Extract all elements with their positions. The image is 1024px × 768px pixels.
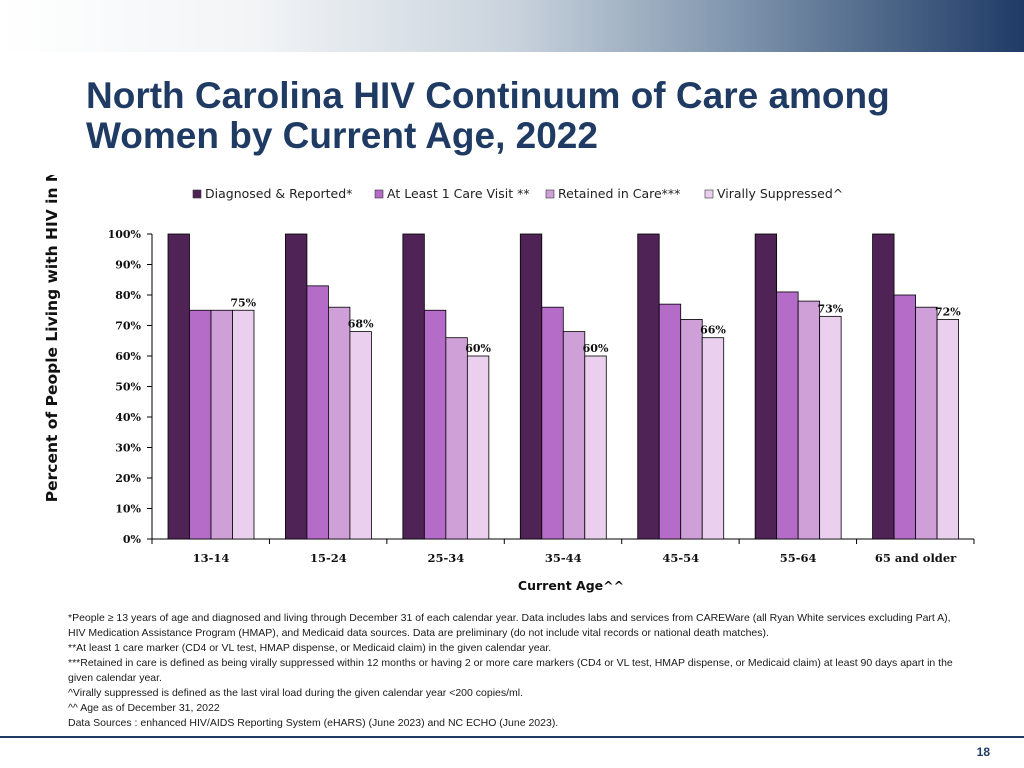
footnote-line: given calendar year. (68, 672, 162, 684)
x-tick-label: 13-14 (193, 551, 230, 565)
bar (936, 318, 959, 540)
slide-title: North Carolina HIV Continuum of Care amo… (86, 76, 986, 156)
data-label: 60% (465, 342, 491, 355)
footnote-line: HIV Medication Assistance Program (HMAP)… (68, 627, 769, 639)
y-tick-label: 60% (115, 350, 141, 363)
data-label: 72% (935, 305, 961, 318)
y-axis-title: Percent of People Living with HIV in NC (43, 175, 61, 502)
bar (776, 291, 799, 540)
bar-chart: Diagnosed & Reported* At Least 1 Care Vis… (43, 175, 975, 593)
y-tick-label: 90% (115, 259, 141, 272)
bar (797, 300, 821, 540)
x-tick-label: 45-54 (662, 551, 699, 565)
legend-label: At Least 1 Care Visit ** (387, 186, 530, 201)
bar (915, 306, 938, 540)
bar (754, 233, 778, 540)
data-label: 60% (583, 342, 609, 355)
bar (232, 309, 255, 540)
header-gradient-band (0, 0, 1024, 52)
y-tick-label: 50% (115, 381, 141, 394)
y-tick-label: 20% (115, 472, 141, 485)
bar (402, 233, 425, 540)
legend-label: Virally Suppressed^ (717, 186, 843, 201)
y-tick-label: 30% (115, 442, 141, 455)
bar (541, 306, 564, 540)
bar (872, 233, 895, 540)
legend-swatch (545, 189, 555, 199)
footnote-line: ^^ Age as of December 31, 2022 (68, 702, 220, 714)
x-tick-label: 65 and older (875, 551, 957, 565)
bar (519, 233, 543, 540)
bar (701, 337, 725, 540)
footnotes: *People ≥ 13 years of age and diagnosed … (68, 611, 968, 731)
bar (819, 315, 842, 540)
bar (562, 331, 586, 540)
bar (189, 309, 212, 540)
page-number: 18 (976, 745, 990, 759)
x-tick-label: 15-24 (310, 551, 347, 565)
y-tick-label: 80% (115, 289, 141, 302)
legend-swatch (374, 189, 384, 199)
footnote-line: **At least 1 care marker (CD4 or VL test… (68, 642, 552, 654)
bar (349, 331, 372, 540)
title-line-1: North Carolina HIV Continuum of Care amo… (86, 75, 890, 116)
y-tick-label: 70% (115, 320, 141, 333)
x-tick-label: 55-64 (780, 551, 817, 565)
footnote-line: ^Virally suppressed is defined as the la… (68, 687, 524, 699)
data-label: 75% (230, 296, 256, 309)
x-tick-label: 35-44 (545, 551, 582, 565)
bar (445, 337, 468, 540)
bar (167, 233, 190, 540)
bar (210, 309, 233, 540)
bar (893, 294, 916, 540)
bar (423, 309, 447, 540)
data-label: 73% (818, 302, 844, 315)
footnote-line: Data Sources : enhanced HIV/AIDS Reporti… (68, 717, 559, 729)
bar (584, 355, 607, 540)
data-label: 68% (348, 318, 374, 331)
bar (328, 306, 351, 540)
footnote-line: ***Retained in care is defined as being … (68, 657, 953, 669)
y-tick-label: 10% (115, 503, 141, 516)
legend-swatch (704, 189, 714, 199)
x-tick-label: 25-34 (427, 551, 464, 565)
bar (466, 355, 490, 540)
bar (637, 233, 660, 540)
bar (658, 303, 682, 540)
y-tick-label: 100% (108, 228, 142, 241)
y-tick-label: 40% (115, 411, 141, 424)
title-line-2: Women by Current Age, 2022 (86, 115, 598, 156)
y-tick-label: 0% (123, 533, 142, 546)
bar (285, 233, 308, 540)
legend-swatch (192, 189, 202, 199)
legend-label: Diagnosed & Reported* (205, 186, 352, 201)
x-axis-title: Current Age^^ (518, 578, 624, 593)
data-label: 66% (700, 324, 726, 337)
footer-divider (0, 736, 1024, 738)
legend-label: Retained in Care*** (558, 186, 680, 201)
footnote-line: *People ≥ 13 years of age and diagnosed … (68, 612, 951, 624)
bar (306, 285, 329, 540)
bar (680, 318, 703, 540)
